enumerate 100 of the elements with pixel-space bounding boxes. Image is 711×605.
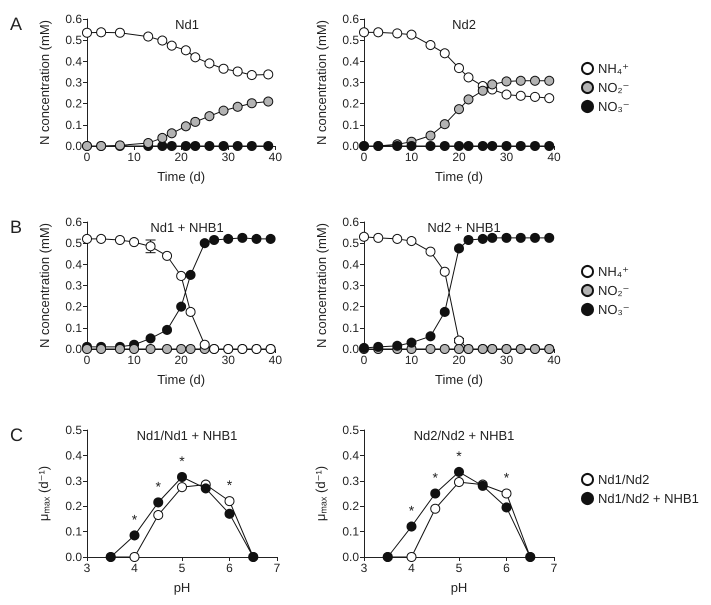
x-tick-label: 4 [408, 561, 416, 575]
y-tick-label: 0.0 [342, 342, 360, 356]
y-tick-label: 0.1 [65, 524, 82, 539]
y-tick-label: 0.3 [65, 278, 82, 292]
x-tick-label: 7 [550, 561, 558, 575]
annotation: * [432, 470, 439, 486]
y-axis-title: N concentration (mM) [37, 223, 52, 348]
y-tick-label: 0.0 [342, 550, 360, 564]
chart-title: Nd1 + NHB1 [150, 220, 224, 235]
annotation: * [179, 452, 186, 469]
y-tick-label: 0.1 [65, 320, 82, 335]
chart-title: Nd2/Nd2 + NHB1 [414, 428, 514, 443]
text: A [10, 14, 22, 34]
x-tick-label: 0 [360, 353, 368, 367]
x-axis-title: pH [450, 580, 468, 595]
y-tick-label: 0.5 [65, 236, 82, 250]
annotation: * [156, 478, 162, 494]
annotation: * [408, 502, 415, 519]
chart-title: Nd2 [452, 17, 476, 32]
x-tick-label: 10 [127, 150, 142, 164]
y-tick-label: 0.4 [342, 257, 360, 272]
y-tick-label: 0.2 [342, 300, 360, 314]
y-tick-label: 0.4 [342, 448, 360, 462]
chart-title: Nd1 [175, 17, 199, 32]
x-tick-label: 10 [127, 353, 142, 367]
y-tick-label: 0.1 [342, 320, 360, 335]
legend-label: Nd1/Nd2 + NHB1 [598, 491, 699, 506]
x-tick-label: 5 [456, 561, 463, 575]
annotation: * [226, 477, 233, 494]
chart-title: Nd1/Nd1 + NHB1 [136, 428, 238, 443]
y-tick-label: 0.5 [65, 423, 82, 437]
x-axis-title: pH [174, 580, 190, 595]
y-axis-title: μmax (d⁻¹) [313, 466, 328, 522]
x-tick-label: 30 [222, 150, 236, 164]
y-tick-label: 0.3 [342, 76, 360, 90]
y-tick-label: 0.1 [342, 524, 360, 539]
x-axis-title: Time (d) [435, 372, 483, 387]
x-tick-label: 40 [547, 353, 561, 367]
x-tick-label: 3 [360, 561, 368, 575]
annotation: * [456, 448, 462, 464]
y-axis-title: μmax (d⁻¹) [36, 466, 52, 522]
x-tick-label: 3 [84, 561, 91, 575]
y-tick-label: 0.6 [65, 12, 82, 26]
x-tick-label: 20 [174, 150, 188, 164]
chart-title: Nd2 + NHB1 [427, 220, 501, 235]
y-tick-label: 0.2 [65, 96, 82, 111]
legend-label: NO₃⁻ [598, 302, 630, 317]
x-tick-label: 10 [404, 353, 418, 367]
y-tick-label: 0.5 [342, 236, 360, 250]
x-tick-label: 4 [131, 561, 138, 575]
y-tick-label: 0.3 [65, 474, 82, 488]
legend-label: NO₂⁻ [598, 283, 630, 298]
y-axis-title: N concentration (mM) [314, 20, 329, 145]
y-tick-label: 0.6 [342, 12, 360, 26]
y-tick-label: 0.4 [65, 54, 82, 68]
y-tick-label: 0.2 [65, 499, 82, 514]
y-tick-label: 0.4 [65, 257, 82, 272]
y-tick-label: 0.3 [65, 76, 82, 90]
legend-label: Nd1/Nd2 [598, 472, 650, 487]
y-axis-title: N concentration (mM) [314, 223, 329, 348]
y-tick-label: 0.4 [342, 54, 360, 68]
x-tick-label: 20 [174, 353, 188, 367]
legend-label: NH₄⁺ [598, 61, 629, 76]
x-axis-title: Time (d) [157, 169, 206, 184]
y-tick-label: 0.0 [342, 139, 360, 153]
y-tick-label: 0.2 [342, 96, 360, 111]
x-tick-label: 0 [84, 353, 91, 367]
y-tick-label: 0.1 [342, 118, 360, 132]
y-tick-label: 0.2 [342, 499, 360, 514]
x-tick-label: 0 [360, 150, 368, 164]
x-tick-label: 6 [503, 561, 510, 575]
y-tick-label: 0.5 [342, 33, 360, 48]
x-tick-label: 30 [222, 353, 236, 367]
y-tick-label: 0.6 [342, 215, 360, 229]
y-tick-label: 0.0 [65, 550, 82, 564]
x-tick-label: 40 [268, 150, 282, 164]
y-tick-label: 0.6 [65, 215, 82, 229]
x-tick-label: 40 [268, 353, 282, 367]
y-tick-label: 0.4 [65, 448, 82, 462]
x-tick-label: 5 [178, 561, 186, 575]
text: B [10, 217, 22, 237]
legend-label: NO₂⁻ [598, 80, 630, 95]
x-tick-label: 6 [226, 561, 234, 575]
x-tick-label: 20 [452, 353, 466, 367]
y-axis-title: N concentration (mM) [37, 20, 52, 145]
annotation: * [504, 470, 510, 486]
x-tick-label: 30 [500, 353, 514, 367]
y-tick-label: 0.5 [65, 33, 82, 48]
x-tick-label: 0 [84, 150, 91, 164]
x-axis-title: Time (d) [435, 169, 483, 184]
legend-label: NH₄⁺ [598, 264, 629, 279]
y-tick-label: 0.5 [342, 423, 360, 437]
legend-label: NO₃⁻ [598, 99, 630, 114]
y-tick-label: 0.3 [342, 474, 360, 488]
x-tick-label: 30 [500, 150, 514, 164]
y-tick-label: 0.3 [342, 278, 360, 292]
annotation: * [132, 511, 138, 528]
x-tick-label: 20 [452, 150, 466, 164]
y-tick-label: 0.2 [65, 300, 82, 314]
x-tick-label: 40 [547, 150, 561, 164]
